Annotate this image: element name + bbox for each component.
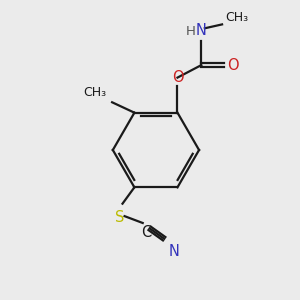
Text: S: S bbox=[115, 210, 124, 225]
Text: CH₃: CH₃ bbox=[225, 11, 248, 24]
Text: CH₃: CH₃ bbox=[83, 86, 106, 99]
Text: O: O bbox=[227, 58, 239, 73]
Text: N: N bbox=[169, 244, 179, 260]
Text: H: H bbox=[186, 26, 196, 38]
Text: O: O bbox=[172, 70, 183, 85]
Text: N: N bbox=[196, 23, 207, 38]
Text: C: C bbox=[141, 225, 152, 240]
